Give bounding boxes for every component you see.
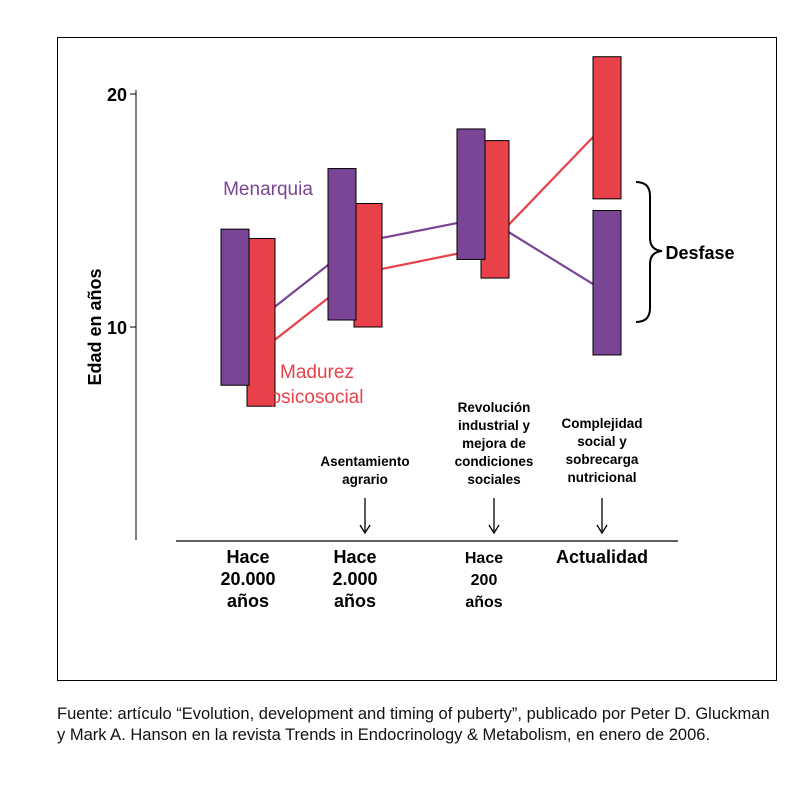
event-arrow-head-2 (488, 524, 500, 535)
axes: 10 20 Edad en años (85, 85, 678, 542)
series-label-menarquia: Menarquia (223, 179, 313, 200)
event-label-2: Revolución industrial y mejora de condicion… (455, 400, 534, 487)
y-axis-label: Edad en años (85, 268, 105, 385)
event-arrow-head-3 (596, 524, 608, 535)
bar-menarquia-1 (327, 168, 357, 321)
x-tick-label-0: Hace 20.000 años (220, 547, 275, 611)
bar-menarquia-2 (456, 128, 486, 260)
labels: Hace 20.000 años Hace 2.000 años Hace 200 años Ac… (220, 179, 734, 611)
bar-madurez-0 (246, 237, 276, 407)
series-line-1 (251, 130, 600, 359)
annotation-desfase: Desfase (665, 243, 734, 263)
event-label-1: Asentamiento agrario (320, 454, 409, 487)
chart-frame (57, 37, 777, 681)
x-tick-label-2: Hace 200 años (465, 550, 503, 611)
source-caption: Fuente: artículo “Evolution, development… (57, 705, 770, 744)
bar-menarquia-3 (592, 210, 622, 356)
series-line-0 (248, 216, 622, 328)
brace (635, 181, 663, 323)
series-label-madurez: Madurez psicosocial (271, 362, 364, 408)
y-tick-label-10: 10 (107, 318, 127, 338)
bar-menarquia-0 (220, 228, 250, 386)
event-label-3: Complejidad social y sobrecarga nutricional (561, 416, 642, 485)
bar-madurez-1 (353, 203, 383, 328)
x-tick-label-3: Actualidad (556, 547, 648, 567)
x-tick-label-1: Hace 2.000 años (332, 547, 377, 611)
bars (220, 56, 622, 407)
series-lines (248, 130, 622, 359)
event-arrow-head-1 (359, 524, 371, 535)
y-tick-label-20: 20 (107, 85, 127, 105)
bar-madurez-3 (592, 56, 622, 200)
